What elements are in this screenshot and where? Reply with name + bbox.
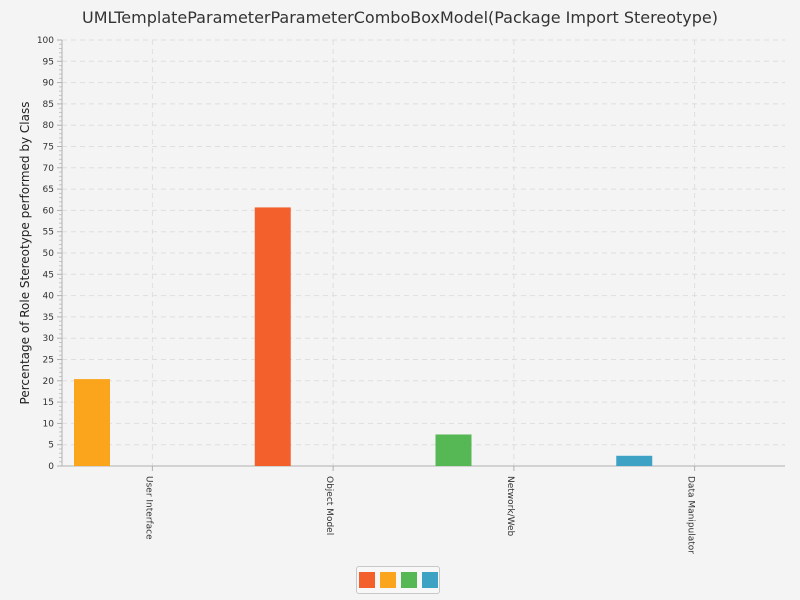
- y-tick-label: 40: [43, 292, 55, 302]
- y-tick-label: 50: [43, 249, 55, 259]
- bars: [74, 207, 653, 466]
- y-tick-label: 35: [43, 313, 54, 323]
- bar: [254, 207, 291, 466]
- bar: [435, 434, 472, 466]
- y-tick-label: 20: [43, 377, 55, 387]
- y-tick-label: 85: [43, 100, 54, 110]
- legend: [356, 566, 440, 594]
- bar: [616, 455, 653, 466]
- y-tick-label: 5: [48, 441, 54, 451]
- x-tick-label: User Interface: [143, 476, 153, 540]
- y-axis: 0 5 10 15 20 25 30 35 40 45 50 55 60 65 70 75 80 85 90 95 10…: [37, 36, 63, 472]
- y-tick-label: 80: [43, 121, 55, 131]
- x-tick-label: Network/Web: [505, 476, 515, 537]
- y-tick-label: 15: [43, 398, 54, 408]
- y-tick-label: 25: [43, 356, 54, 366]
- y-tick-label: 30: [43, 334, 55, 344]
- y-axis-label: Percentage of Role Stereotype performed …: [18, 102, 32, 405]
- legend-swatch: [421, 572, 438, 588]
- x-tick-label: Object Model: [324, 476, 334, 535]
- y-tick-label: 90: [43, 79, 55, 89]
- y-tick-label: 100: [37, 36, 54, 46]
- y-tick-label: 60: [43, 206, 55, 216]
- y-tick-label: 70: [43, 164, 55, 174]
- y-tick-label: 95: [43, 57, 54, 67]
- y-tick-label: 65: [43, 185, 54, 195]
- y-tick-label: 75: [43, 143, 54, 153]
- legend-swatch: [379, 572, 396, 588]
- legend-swatch: [400, 572, 417, 588]
- y-tick-label: 10: [43, 419, 55, 429]
- bar: [74, 379, 110, 466]
- x-axis: User Interface Object Model Network/Web Dat…: [62, 465, 785, 554]
- y-tick-label: 45: [43, 270, 54, 280]
- y-tick-label: 55: [43, 228, 54, 238]
- x-tick-label: Data Manipulator: [686, 476, 696, 554]
- grid-lines: [62, 39, 785, 466]
- chart-title: UMLTemplateParameterParameterComboBoxMod…: [82, 8, 718, 27]
- legend-swatch: [358, 572, 375, 588]
- y-tick-label: 0: [48, 462, 54, 472]
